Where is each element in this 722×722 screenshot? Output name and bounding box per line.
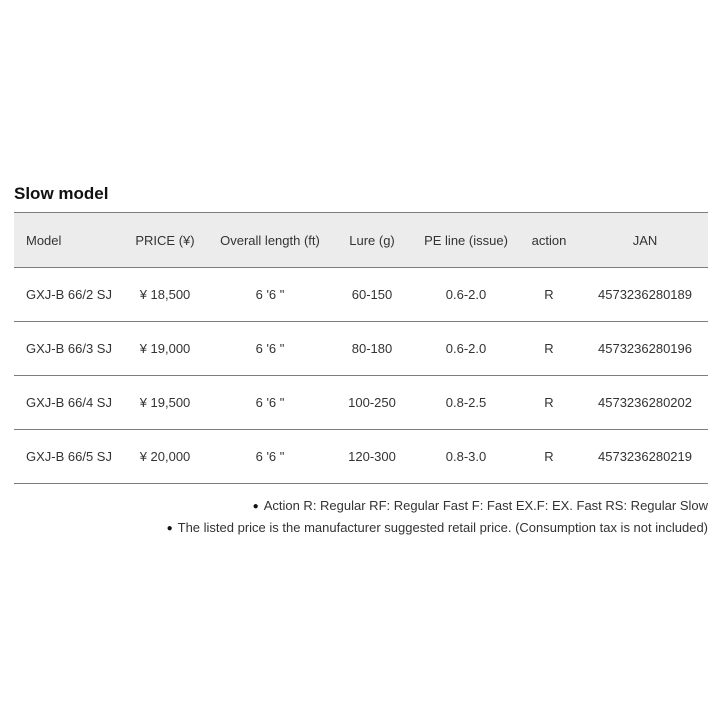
cell-model: GXJ-B 66/5 SJ bbox=[14, 429, 118, 484]
cell-length: 6 '6 " bbox=[212, 321, 328, 376]
spec-table: Model PRICE (¥) Overall length (ft) Lure… bbox=[14, 212, 708, 484]
cell-action: R bbox=[516, 267, 582, 322]
column-header-price: PRICE (¥) bbox=[118, 212, 212, 268]
slow-model-section: Slow model Model PRICE (¥) Overall lengt… bbox=[14, 183, 708, 539]
bullet-icon: ● bbox=[252, 501, 259, 512]
cell-lure: 120-300 bbox=[328, 429, 416, 484]
table-row: GXJ-B 66/4 SJ ¥ 19,500 6 '6 " 100-250 0.… bbox=[14, 375, 708, 430]
bullet-icon: ● bbox=[166, 523, 173, 534]
cell-length: 6 '6 " bbox=[212, 375, 328, 430]
cell-jan: 4573236280189 bbox=[582, 267, 708, 322]
cell-jan: 4573236280196 bbox=[582, 321, 708, 376]
cell-action: R bbox=[516, 375, 582, 430]
cell-price: ¥ 18,500 bbox=[118, 267, 212, 322]
cell-pe-line: 0.8-2.5 bbox=[416, 375, 516, 430]
cell-pe-line: 0.6-2.0 bbox=[416, 267, 516, 322]
cell-pe-line: 0.6-2.0 bbox=[416, 321, 516, 376]
column-header-action: action bbox=[516, 212, 582, 268]
cell-length: 6 '6 " bbox=[212, 267, 328, 322]
cell-lure: 100-250 bbox=[328, 375, 416, 430]
cell-model: GXJ-B 66/2 SJ bbox=[14, 267, 118, 322]
table-row: GXJ-B 66/2 SJ ¥ 18,500 6 '6 " 60-150 0.6… bbox=[14, 267, 708, 322]
spec-table-header: Model PRICE (¥) Overall length (ft) Lure… bbox=[14, 212, 708, 268]
note-text: The listed price is the manufacturer sug… bbox=[177, 520, 708, 535]
column-header-model: Model bbox=[14, 212, 118, 268]
cell-action: R bbox=[516, 429, 582, 484]
table-row: GXJ-B 66/3 SJ ¥ 19,000 6 '6 " 80-180 0.6… bbox=[14, 321, 708, 376]
note-action-legend: ● Action R: Regular RF: Regular Fast F: F… bbox=[14, 495, 708, 517]
column-header-jan: JAN bbox=[582, 212, 708, 268]
cell-pe-line: 0.8-3.0 bbox=[416, 429, 516, 484]
cell-lure: 60-150 bbox=[328, 267, 416, 322]
cell-price: ¥ 19,000 bbox=[118, 321, 212, 376]
column-header-length: Overall length (ft) bbox=[212, 212, 328, 268]
table-row: GXJ-B 66/5 SJ ¥ 20,000 6 '6 " 120-300 0.… bbox=[14, 429, 708, 484]
cell-jan: 4573236280219 bbox=[582, 429, 708, 484]
cell-jan: 4573236280202 bbox=[582, 375, 708, 430]
note-text: Action R: Regular RF: Regular Fast F: Fa… bbox=[263, 498, 708, 513]
column-header-pe-line: PE line (issue) bbox=[416, 212, 516, 268]
spec-table-body: GXJ-B 66/2 SJ ¥ 18,500 6 '6 " 60-150 0.6… bbox=[14, 267, 708, 484]
footnotes: ● Action R: Regular RF: Regular Fast F: F… bbox=[14, 495, 708, 539]
section-title: Slow model bbox=[14, 184, 109, 203]
cell-price: ¥ 20,000 bbox=[118, 429, 212, 484]
cell-lure: 80-180 bbox=[328, 321, 416, 376]
note-price-disclaimer: ● The listed price is the manufacturer su… bbox=[14, 517, 708, 539]
cell-length: 6 '6 " bbox=[212, 429, 328, 484]
column-header-lure: Lure (g) bbox=[328, 212, 416, 268]
cell-model: GXJ-B 66/4 SJ bbox=[14, 375, 118, 430]
cell-price: ¥ 19,500 bbox=[118, 375, 212, 430]
cell-model: GXJ-B 66/3 SJ bbox=[14, 321, 118, 376]
header-row: Model PRICE (¥) Overall length (ft) Lure… bbox=[14, 212, 708, 268]
cell-action: R bbox=[516, 321, 582, 376]
